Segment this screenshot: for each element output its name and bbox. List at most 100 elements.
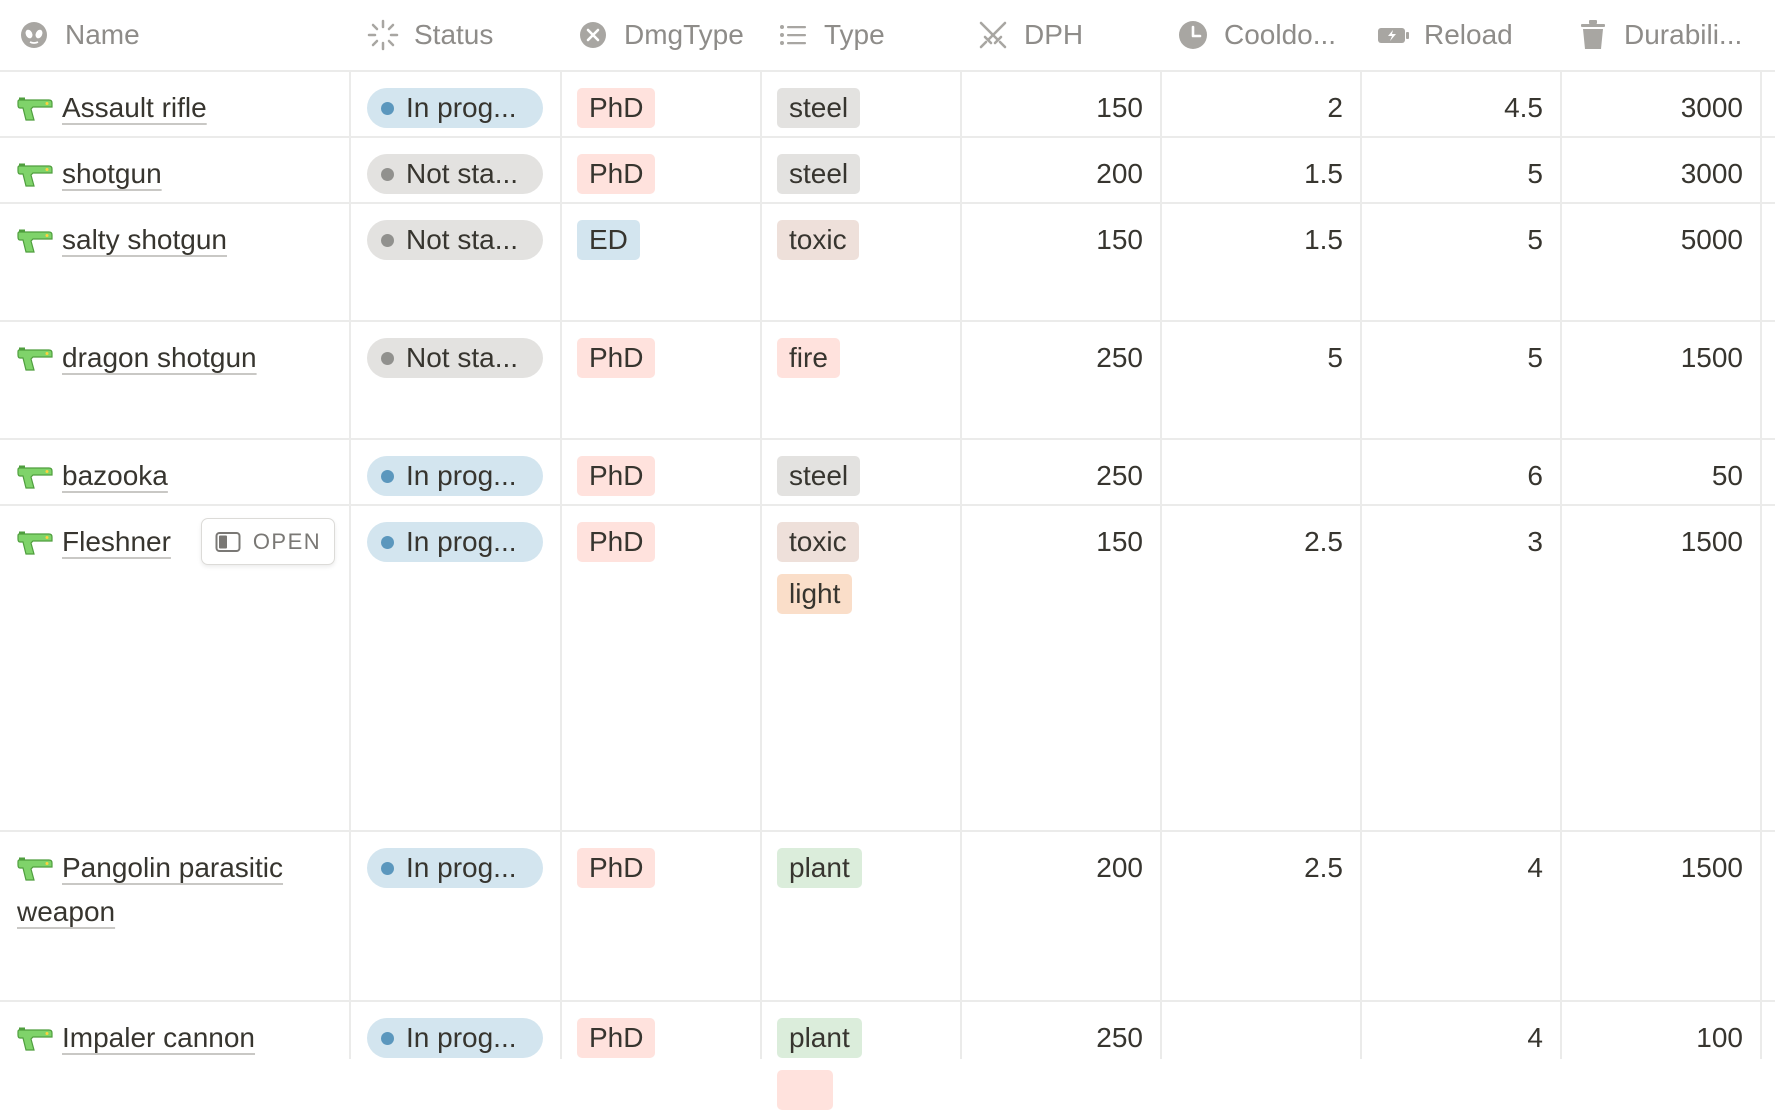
column-header-status[interactable]: Status (366, 0, 546, 70)
reload-value[interactable]: 5 (1527, 342, 1543, 373)
page-link[interactable]: Pangolin parasitic (62, 852, 284, 883)
cooldown-value[interactable] (1181, 456, 1343, 496)
type-tag[interactable] (777, 1070, 833, 1110)
column-header-dmgtype[interactable]: DmgType (576, 0, 756, 70)
column-header-dph[interactable]: DPH (976, 0, 1156, 70)
durability-value[interactable]: 100 (1696, 1022, 1743, 1053)
dmgtype-tag[interactable]: PhD (577, 456, 656, 496)
durability-value[interactable]: 1500 (1680, 342, 1743, 373)
status-badge[interactable]: In prog... (367, 848, 543, 888)
table-row[interactable]: Fleshner OPEN In prog... PhD toxic light 150 2.… (0, 506, 1775, 830)
table-row[interactable]: Impaler cannon In prog... PhD plant 250 4 100 (0, 1002, 1775, 1110)
column-divider[interactable] (760, 70, 762, 1059)
page-link[interactable]: Assault rifle (62, 92, 207, 123)
type-tag[interactable]: fire (777, 338, 840, 378)
page-link[interactable]: dragon shotgun (62, 342, 257, 373)
type-tag[interactable]: toxic (777, 220, 859, 260)
table-row[interactable]: Assault rifle In prog... PhD steel 150 2 4.5 30… (0, 72, 1775, 136)
status-badge[interactable]: In prog... (367, 1018, 543, 1058)
open-button[interactable]: OPEN (201, 518, 335, 565)
dmgtype-tag[interactable]: PhD (577, 338, 656, 378)
reload-value[interactable]: 5 (1527, 158, 1543, 189)
type-tag[interactable]: steel (777, 88, 861, 128)
dph-value[interactable]: 250 (1096, 1022, 1143, 1053)
page-link[interactable]: bazooka (62, 460, 168, 491)
dmgtype-tag[interactable]: PhD (577, 154, 656, 194)
type-tag[interactable]: light (777, 574, 853, 614)
cooldown-value[interactable]: 2.5 (1304, 852, 1343, 883)
table-row[interactable]: dragon shotgun Not sta... PhD fire 250 5 5 1500 (0, 322, 1775, 438)
page-link[interactable]: shotgun (62, 158, 162, 189)
column-divider[interactable] (1360, 70, 1362, 1059)
page-link[interactable]: weapon (17, 896, 116, 927)
dph-value[interactable]: 200 (1096, 158, 1143, 189)
status-badge[interactable]: Not sta... (367, 154, 543, 194)
column-header-name[interactable]: Name (17, 0, 337, 70)
dmgtype-tag[interactable]: PhD (577, 88, 656, 128)
name-cell[interactable]: Impaler cannon (0, 1002, 350, 1082)
column-divider[interactable] (1160, 70, 1162, 1059)
reload-value[interactable]: 6 (1527, 460, 1543, 491)
cooldown-value[interactable]: 1.5 (1304, 158, 1343, 189)
table-row[interactable]: bazooka In prog... PhD steel 250 6 50 (0, 440, 1775, 504)
durability-value[interactable]: 3000 (1680, 92, 1743, 123)
reload-value[interactable]: 5 (1527, 224, 1543, 255)
dph-value[interactable]: 250 (1096, 342, 1143, 373)
dmgtype-tag[interactable]: ED (577, 220, 640, 260)
cooldown-value[interactable]: 1.5 (1304, 224, 1343, 255)
dph-value[interactable]: 150 (1096, 526, 1143, 557)
dph-value[interactable]: 150 (1096, 224, 1143, 255)
reload-value[interactable]: 4 (1527, 1022, 1543, 1053)
status-badge[interactable]: In prog... (367, 456, 543, 496)
column-header-type[interactable]: Type (776, 0, 956, 70)
reload-value[interactable]: 3 (1527, 526, 1543, 557)
cooldown-value[interactable]: 2.5 (1304, 526, 1343, 557)
dph-value[interactable]: 150 (1096, 92, 1143, 123)
column-divider[interactable] (1560, 70, 1562, 1059)
dmgtype-tag[interactable]: PhD (577, 1018, 656, 1058)
page-link[interactable]: Impaler cannon (62, 1022, 256, 1053)
column-divider[interactable] (960, 70, 962, 1059)
dph-value[interactable]: 250 (1096, 460, 1143, 491)
durability-value[interactable]: 1500 (1680, 852, 1743, 883)
durability-value[interactable]: 1500 (1680, 526, 1743, 557)
status-badge[interactable]: In prog... (367, 522, 543, 562)
name-cell[interactable]: bazooka (0, 440, 350, 504)
status-badge[interactable]: Not sta... (367, 220, 543, 260)
cooldown-value[interactable]: 2 (1327, 92, 1343, 123)
name-cell[interactable]: dragon shotgun (0, 322, 350, 438)
status-badge[interactable]: In prog... (367, 88, 543, 128)
dmgtype-tag[interactable]: PhD (577, 848, 656, 888)
type-tag[interactable]: plant (777, 848, 862, 888)
durability-value[interactable]: 3000 (1680, 158, 1743, 189)
durability-value[interactable]: 50 (1711, 460, 1743, 491)
column-header-cooldown[interactable]: Cooldo... (1176, 0, 1356, 70)
page-link[interactable]: salty shotgun (62, 224, 227, 255)
name-cell[interactable]: Assault rifle (0, 72, 350, 136)
cooldown-value[interactable]: 5 (1327, 342, 1343, 373)
column-header-reload[interactable]: Reload (1376, 0, 1556, 70)
type-tag[interactable]: steel (777, 154, 861, 194)
name-cell[interactable]: salty shotgun (0, 204, 350, 320)
page-link[interactable]: Fleshner (62, 526, 171, 557)
column-header-durability[interactable]: Durabili... (1576, 0, 1775, 70)
dmgtype-tag[interactable]: PhD (577, 522, 656, 562)
type-tag[interactable]: plant (777, 1018, 862, 1058)
table-row[interactable]: salty shotgun Not sta... ED toxic 150 1.5 5 500… (0, 204, 1775, 320)
type-tag[interactable]: steel (777, 456, 861, 496)
cooldown-value[interactable] (1181, 1018, 1343, 1058)
column-divider[interactable] (560, 70, 562, 1059)
durability-value[interactable]: 5000 (1680, 224, 1743, 255)
name-cell[interactable]: Pangolin parasitic weapon (0, 832, 350, 1000)
reload-value[interactable]: 4.5 (1504, 92, 1543, 123)
name-cell[interactable]: Fleshner OPEN (0, 506, 350, 830)
table-row[interactable]: Pangolin parasitic weapon In prog... PhD pla… (0, 832, 1775, 1000)
column-divider[interactable] (349, 70, 351, 1059)
column-divider[interactable] (1760, 70, 1762, 1059)
type-tag[interactable]: toxic (777, 522, 859, 562)
reload-value[interactable]: 4 (1527, 852, 1543, 883)
name-cell[interactable]: shotgun (0, 138, 350, 202)
table-row[interactable]: shotgun Not sta... PhD steel 200 1.5 5 3000 (0, 138, 1775, 202)
status-badge[interactable]: Not sta... (367, 338, 543, 378)
dph-value[interactable]: 200 (1096, 852, 1143, 883)
